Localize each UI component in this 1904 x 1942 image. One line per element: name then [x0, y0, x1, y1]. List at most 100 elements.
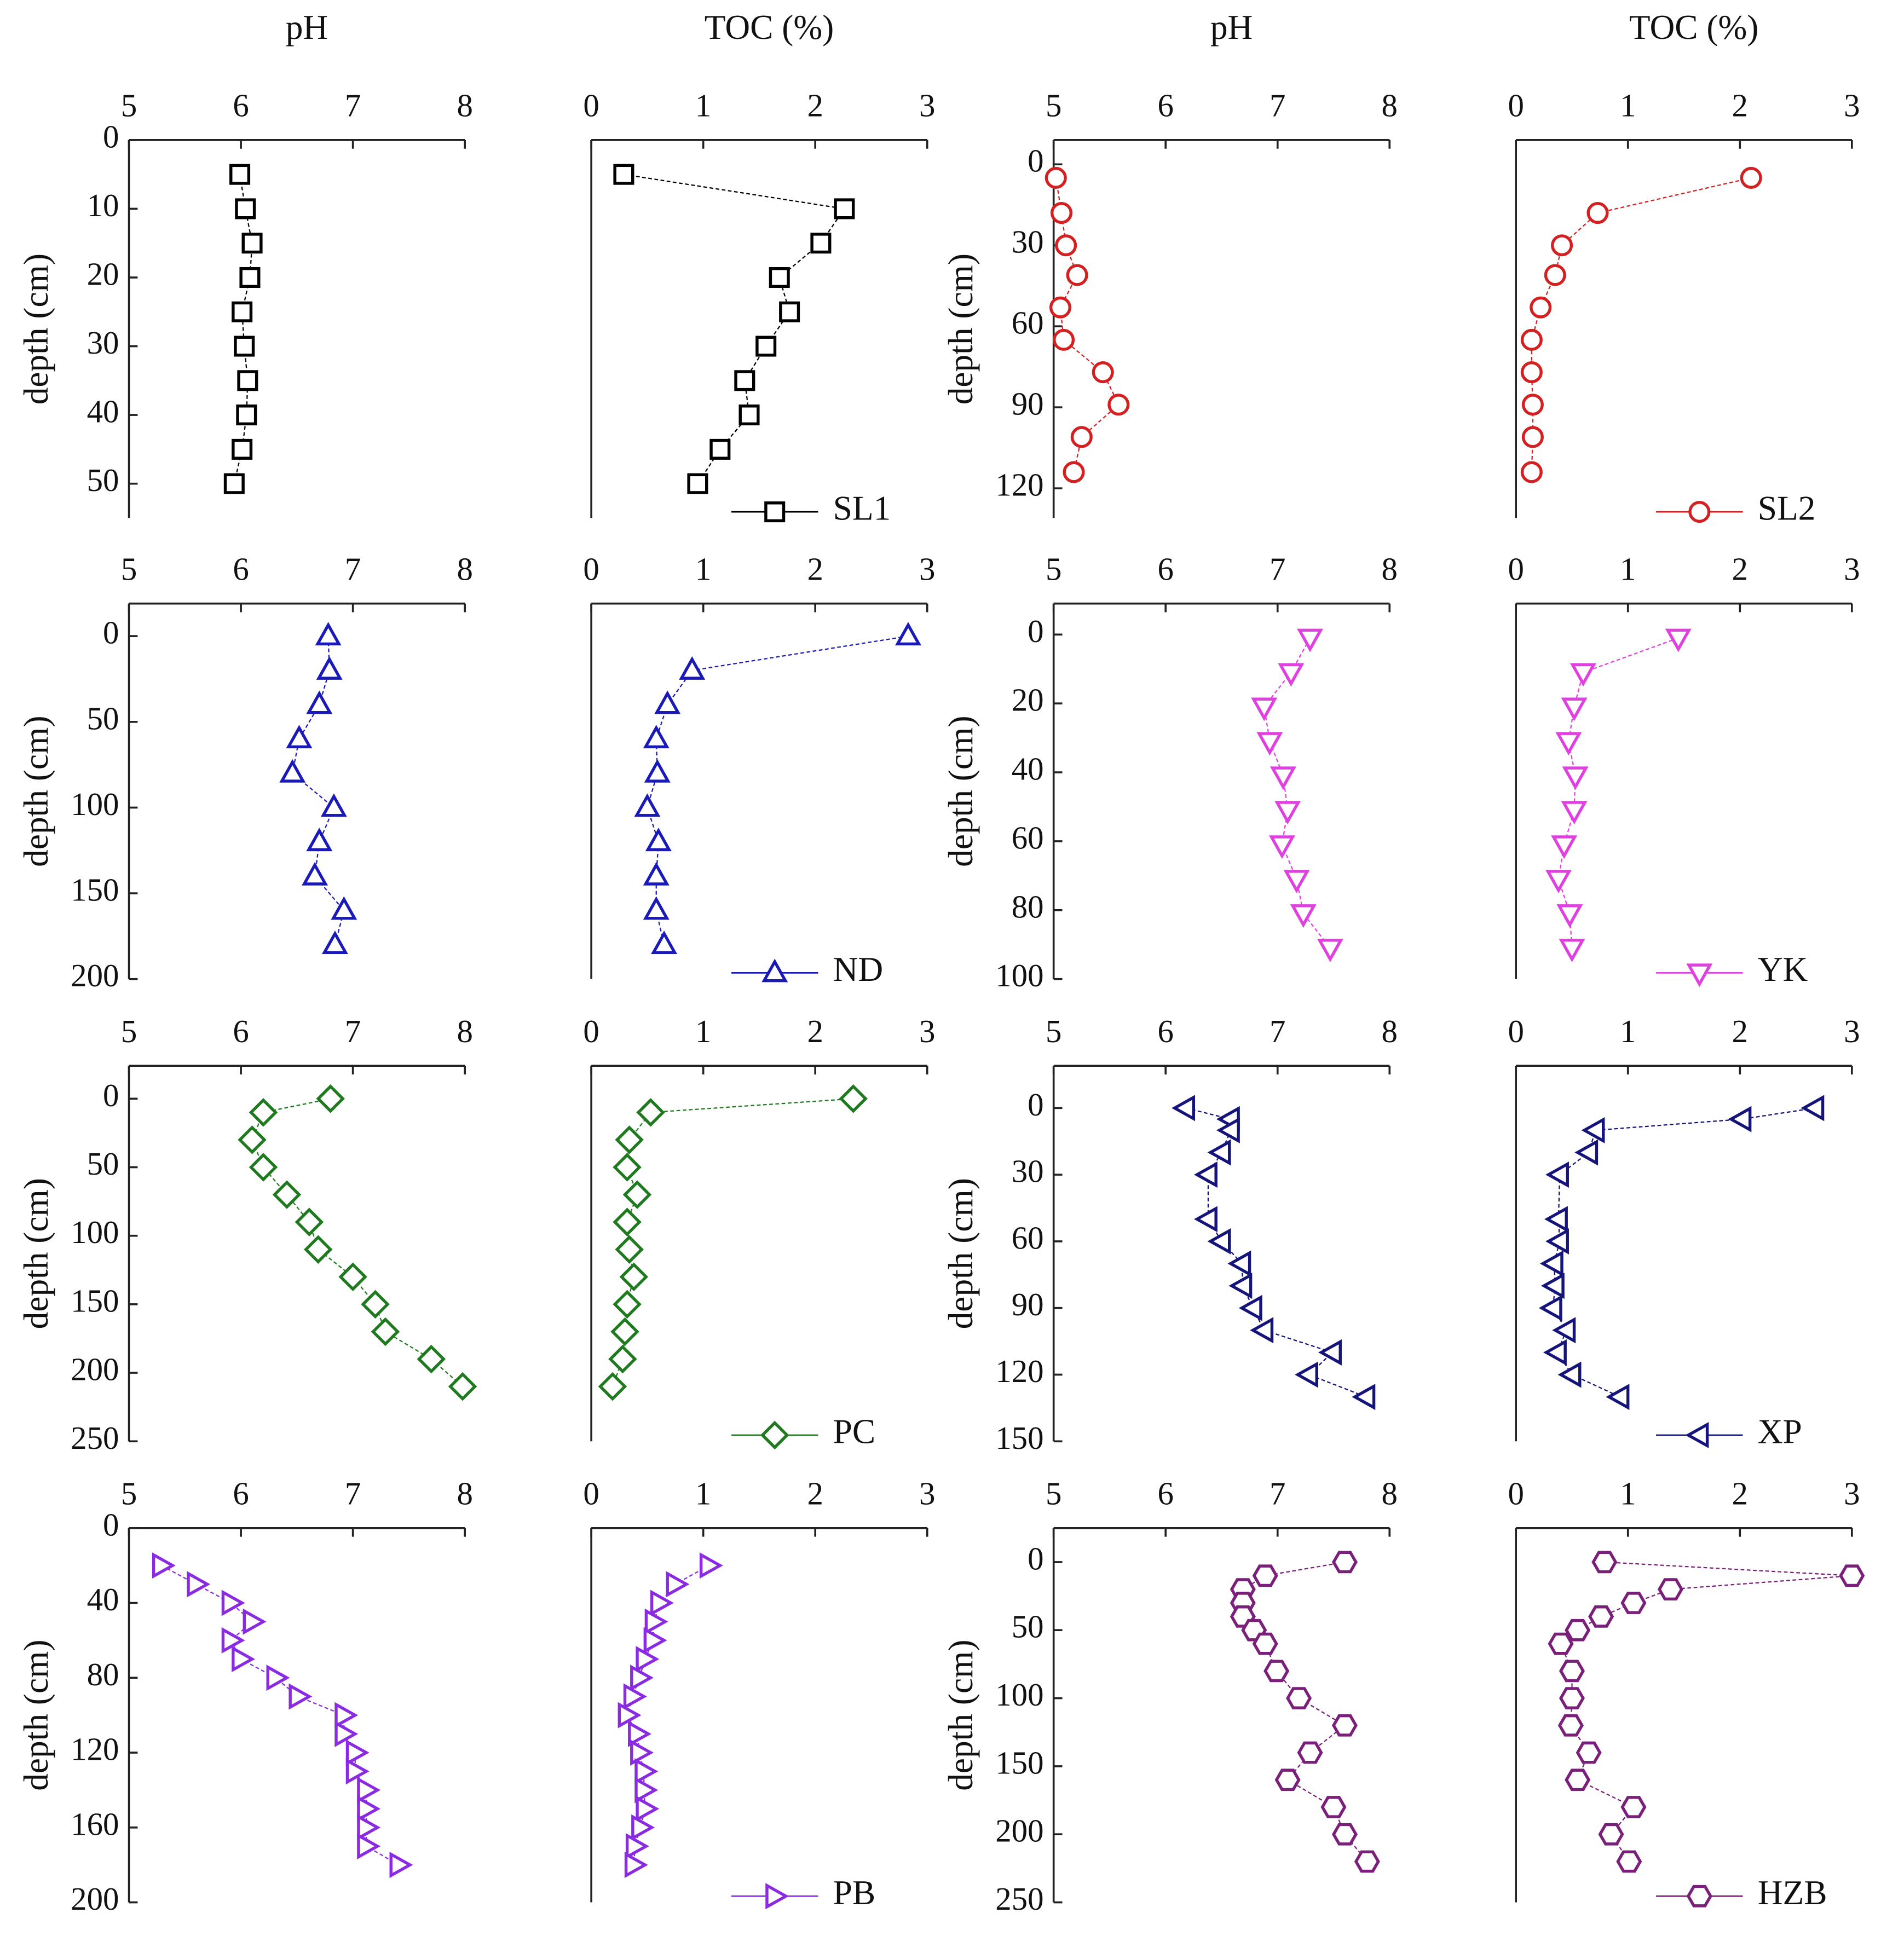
data-point — [1557, 1361, 1582, 1388]
x-tick-label: 1 — [1620, 1014, 1636, 1049]
data-point — [1331, 1714, 1358, 1737]
data-point — [615, 1235, 644, 1264]
data-point — [357, 1777, 381, 1804]
series-line — [1263, 638, 1331, 949]
series-line — [251, 1098, 463, 1387]
y-tick-label: 90 — [1012, 386, 1044, 422]
data-point — [622, 1180, 652, 1209]
data-point — [1555, 732, 1582, 756]
data-point — [643, 1627, 667, 1654]
legend-marker — [764, 501, 786, 523]
x-tick-label: 3 — [1844, 552, 1860, 587]
data-point — [1045, 166, 1067, 189]
y-tick-label: 200 — [71, 1352, 119, 1388]
data-point — [1250, 1317, 1274, 1344]
data-point — [1252, 1632, 1278, 1655]
y-axis-label: depth (cm) — [17, 1640, 55, 1791]
x-tick-label: 3 — [1844, 88, 1860, 124]
data-point — [1521, 394, 1544, 416]
x-tick-label: 5 — [121, 1014, 137, 1049]
data-point — [1331, 1823, 1358, 1846]
data-point — [187, 1571, 211, 1598]
data-point — [630, 1664, 654, 1691]
x-tick-label: 7 — [345, 552, 361, 587]
legend-marker — [761, 958, 788, 982]
data-point — [306, 828, 333, 852]
data-point — [1520, 361, 1543, 384]
data-point — [1530, 296, 1552, 319]
data-point — [734, 370, 755, 391]
y-axis-label: depth (cm) — [942, 1178, 980, 1329]
data-point — [371, 1317, 400, 1346]
data-point — [1207, 1139, 1231, 1166]
series-line — [1560, 1561, 1852, 1862]
data-point — [1561, 801, 1588, 825]
legend-label: PC — [833, 1412, 876, 1450]
x-tick-label: 8 — [457, 1476, 472, 1512]
data-point — [1551, 835, 1578, 859]
x-tick-label: 1 — [695, 88, 711, 124]
y-tick-label: 200 — [71, 1881, 119, 1917]
x-tick-label: 7 — [1270, 1476, 1285, 1512]
data-point — [679, 656, 706, 680]
data-point — [321, 930, 348, 955]
data-point — [1657, 1578, 1683, 1601]
data-point — [238, 1125, 267, 1154]
x-tick-label: 5 — [1046, 1476, 1061, 1512]
legend-marker — [1688, 501, 1711, 523]
y-tick-label: 250 — [995, 1881, 1043, 1917]
series-line — [1185, 1107, 1366, 1398]
data-point — [618, 1702, 642, 1729]
y-tick-label: 100 — [71, 787, 119, 822]
data-point — [302, 862, 328, 886]
x-tick-label: 6 — [233, 1014, 249, 1049]
series-line — [1531, 177, 1751, 472]
data-point — [152, 1552, 176, 1579]
x-tick-label: 1 — [1620, 552, 1636, 587]
legend-marker — [1686, 1885, 1712, 1908]
x-tick-label: 5 — [121, 1476, 137, 1512]
x-tick-label: 0 — [583, 552, 599, 587]
legend-label: XP — [1758, 1412, 1802, 1450]
y-tick-label: 0 — [103, 615, 119, 651]
data-point — [286, 725, 313, 749]
data-point — [1252, 1564, 1278, 1587]
legend-label: ND — [833, 950, 884, 989]
data-point — [619, 1262, 649, 1292]
data-point — [613, 1290, 642, 1319]
x-tick-label: 5 — [1046, 88, 1061, 124]
data-point — [1562, 766, 1589, 790]
data-point — [1352, 1384, 1376, 1411]
data-point — [232, 438, 253, 460]
data-point — [1297, 628, 1324, 652]
x-tick-label: 0 — [583, 1476, 599, 1512]
y-axis-label: depth (cm) — [942, 716, 980, 867]
x-tick-label: 3 — [919, 552, 935, 587]
data-point — [1588, 1605, 1614, 1628]
y-axis-label: depth (cm) — [17, 716, 55, 867]
data-point — [644, 1608, 668, 1635]
series-line — [624, 174, 846, 484]
data-point — [1728, 1106, 1752, 1132]
data-point — [1107, 394, 1130, 416]
x-tick-label: 6 — [1157, 1476, 1173, 1512]
data-point — [320, 793, 347, 817]
data-point — [651, 930, 678, 955]
data-point — [644, 759, 671, 783]
x-tick-label: 1 — [1620, 88, 1636, 124]
data-point — [232, 1646, 256, 1673]
data-point — [1270, 766, 1296, 790]
data-point — [232, 301, 253, 322]
data-point — [634, 1777, 659, 1804]
data-point — [1278, 663, 1305, 687]
data-point — [1606, 1384, 1630, 1411]
data-point — [654, 690, 681, 714]
y-tick-label: 100 — [995, 958, 1043, 993]
data-point — [235, 198, 256, 219]
data-point — [334, 1720, 359, 1747]
x-tick-label: 8 — [457, 552, 472, 587]
x-tick-label: 7 — [345, 88, 361, 124]
y-tick-label: 160 — [71, 1806, 119, 1842]
data-point — [1216, 1117, 1240, 1143]
data-point — [1576, 1741, 1602, 1764]
